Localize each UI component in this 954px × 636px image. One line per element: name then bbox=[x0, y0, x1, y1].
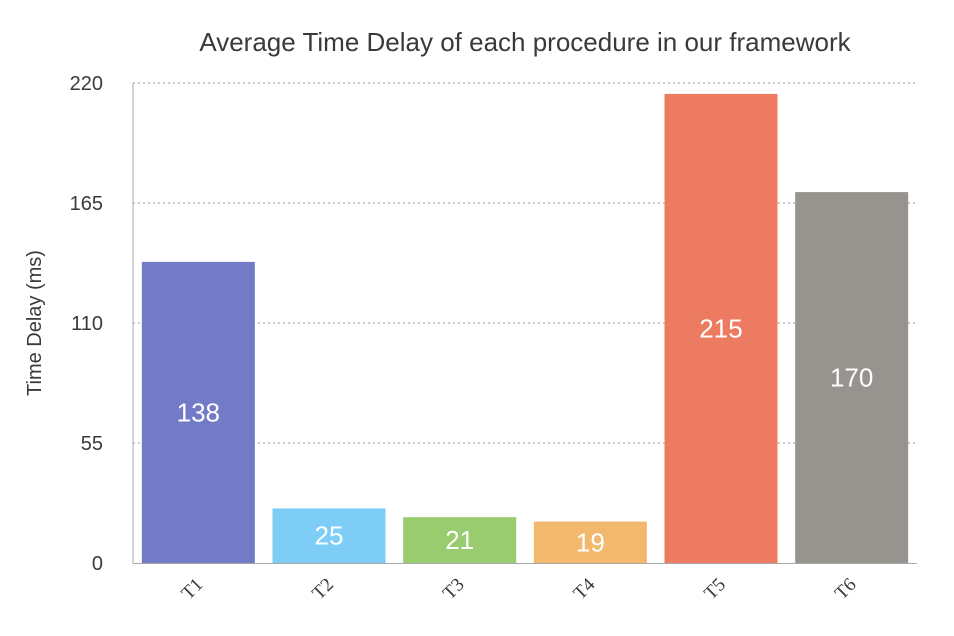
bar-value-label: 21 bbox=[445, 525, 474, 555]
bar-value-label: 215 bbox=[699, 313, 742, 343]
bar-t5 bbox=[664, 93, 778, 563]
x-tick-label: T3 bbox=[439, 574, 469, 604]
bar-t6 bbox=[795, 192, 909, 563]
x-tick-label: T1 bbox=[178, 574, 208, 604]
gridlines bbox=[133, 82, 917, 444]
y-axis-label: Time Delay (ms) bbox=[24, 250, 46, 396]
chart-title: Average Time Delay of each procedure in … bbox=[199, 27, 851, 57]
bar-t1 bbox=[141, 261, 255, 563]
x-tick-label: T5 bbox=[700, 574, 730, 604]
x-tick-label: T6 bbox=[831, 574, 861, 604]
bar-t4 bbox=[533, 521, 647, 563]
y-tick-label: 55 bbox=[81, 433, 103, 455]
y-tick-label: 0 bbox=[92, 553, 103, 575]
x-axis-ticks: T1 T2 T3 T4 T5 T6 bbox=[178, 574, 861, 604]
bar-value-labels: 138 25 21 19 215 170 bbox=[177, 313, 874, 557]
x-tick-label: T2 bbox=[308, 574, 338, 604]
bar-value-label: 19 bbox=[576, 527, 605, 557]
y-tick-label: 220 bbox=[70, 73, 103, 95]
x-tick-label: T4 bbox=[570, 574, 600, 604]
bars bbox=[141, 93, 909, 563]
axes bbox=[132, 83, 917, 564]
y-tick-label: 165 bbox=[70, 193, 103, 215]
bar-value-label: 138 bbox=[177, 397, 220, 427]
bar-value-label: 170 bbox=[830, 363, 873, 393]
bar-value-label: 25 bbox=[315, 521, 344, 551]
y-axis-ticks: 0 55 110 165 220 bbox=[70, 73, 103, 575]
bar-t2 bbox=[272, 508, 386, 563]
bar-t3 bbox=[403, 517, 517, 563]
y-tick-label: 110 bbox=[71, 313, 103, 335]
